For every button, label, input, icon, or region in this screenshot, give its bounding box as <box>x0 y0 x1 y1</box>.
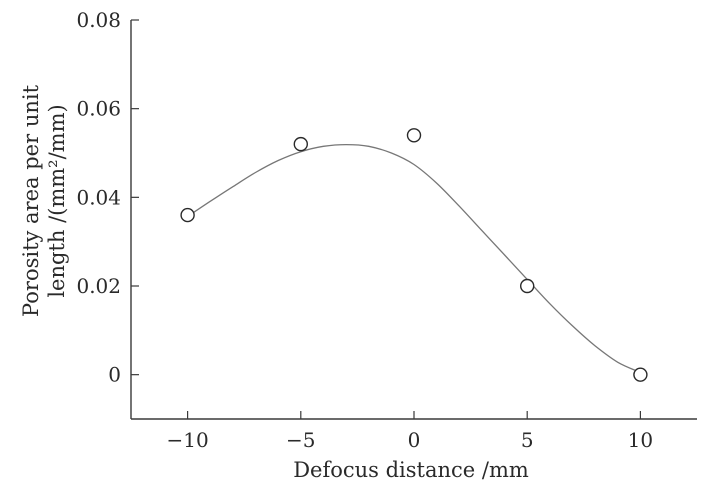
y-axis-label-group: Porosity area per unit length /(mm²/mm) <box>19 84 69 317</box>
y-tick-label: 0 <box>108 363 121 387</box>
data-points <box>180 128 648 382</box>
x-tick-label: −5 <box>286 428 315 452</box>
fit-curve <box>187 143 641 373</box>
y-axis-label-line2: length /(mm²/mm) <box>45 104 69 297</box>
data-point <box>293 136 308 152</box>
y-tick-label: 0.06 <box>76 97 121 121</box>
x-tick-label: 0 <box>408 428 421 452</box>
data-point <box>180 207 195 223</box>
x-tick-label: −10 <box>166 428 208 452</box>
y-tick-label: 0.08 <box>76 8 121 32</box>
x-tick-label: 5 <box>521 428 534 452</box>
x-axis-ticks: −10 −5 0 5 10 <box>166 411 653 452</box>
y-axis-label-line1: Porosity area per unit <box>19 84 43 317</box>
data-point <box>406 128 422 143</box>
x-tick-label: 10 <box>628 428 653 452</box>
y-tick-label: 0.04 <box>76 185 121 209</box>
y-tick-label: 0.02 <box>76 274 121 298</box>
data-point <box>633 367 648 382</box>
data-point <box>520 278 535 294</box>
y-axis-ticks: 0 0.02 0.04 0.06 0.08 <box>76 8 139 387</box>
x-axis-label: Defocus distance /mm <box>293 458 529 482</box>
